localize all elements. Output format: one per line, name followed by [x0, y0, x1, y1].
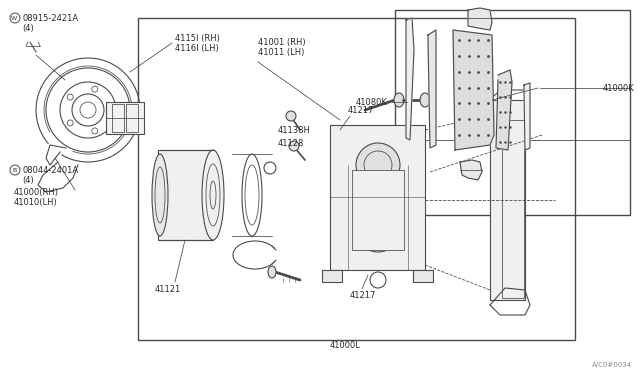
Ellipse shape — [152, 154, 168, 236]
Text: (4): (4) — [22, 23, 34, 32]
Ellipse shape — [420, 93, 430, 107]
Text: 4116I (LH): 4116I (LH) — [175, 44, 219, 52]
Bar — [126, 104, 138, 132]
Ellipse shape — [394, 93, 404, 107]
Text: 41121: 41121 — [155, 285, 181, 295]
Text: 41000(RH): 41000(RH) — [14, 187, 59, 196]
Text: B: B — [12, 167, 16, 173]
Text: 4115I (RH): 4115I (RH) — [175, 33, 220, 42]
Circle shape — [286, 111, 296, 121]
Ellipse shape — [268, 266, 276, 278]
Bar — [413, 270, 433, 282]
Ellipse shape — [202, 150, 224, 240]
Text: 41001 (RH): 41001 (RH) — [258, 38, 306, 46]
Text: 08044-2401A: 08044-2401A — [22, 166, 78, 174]
Bar — [138, 18, 575, 340]
Polygon shape — [460, 160, 482, 180]
Bar — [352, 170, 404, 250]
Bar — [490, 100, 525, 300]
Text: 08915-2421A: 08915-2421A — [22, 13, 78, 22]
Bar — [106, 102, 144, 134]
Text: 41010(LH): 41010(LH) — [14, 198, 58, 206]
Circle shape — [289, 141, 299, 151]
Polygon shape — [428, 30, 436, 148]
Text: 41000L: 41000L — [330, 340, 360, 350]
Text: (4): (4) — [22, 176, 34, 185]
Polygon shape — [453, 30, 494, 150]
Bar — [330, 125, 425, 270]
Polygon shape — [468, 8, 492, 30]
Text: A/C0#0034: A/C0#0034 — [592, 362, 632, 368]
Text: 41217: 41217 — [348, 106, 374, 115]
Polygon shape — [406, 18, 414, 140]
Circle shape — [356, 208, 400, 252]
Text: 41138H: 41138H — [278, 125, 311, 135]
Polygon shape — [524, 83, 530, 150]
Text: 41000K: 41000K — [602, 83, 634, 93]
Polygon shape — [496, 70, 512, 150]
Bar — [158, 150, 213, 240]
Text: 41217: 41217 — [350, 291, 376, 299]
Text: 41011 (LH): 41011 (LH) — [258, 48, 305, 57]
Circle shape — [356, 143, 400, 187]
Bar — [395, 10, 630, 215]
Bar — [322, 270, 342, 282]
Text: 41080K: 41080K — [356, 97, 388, 106]
Text: W: W — [11, 16, 17, 20]
Bar — [502, 120, 524, 298]
Bar — [112, 104, 124, 132]
Text: 41128: 41128 — [278, 138, 305, 148]
